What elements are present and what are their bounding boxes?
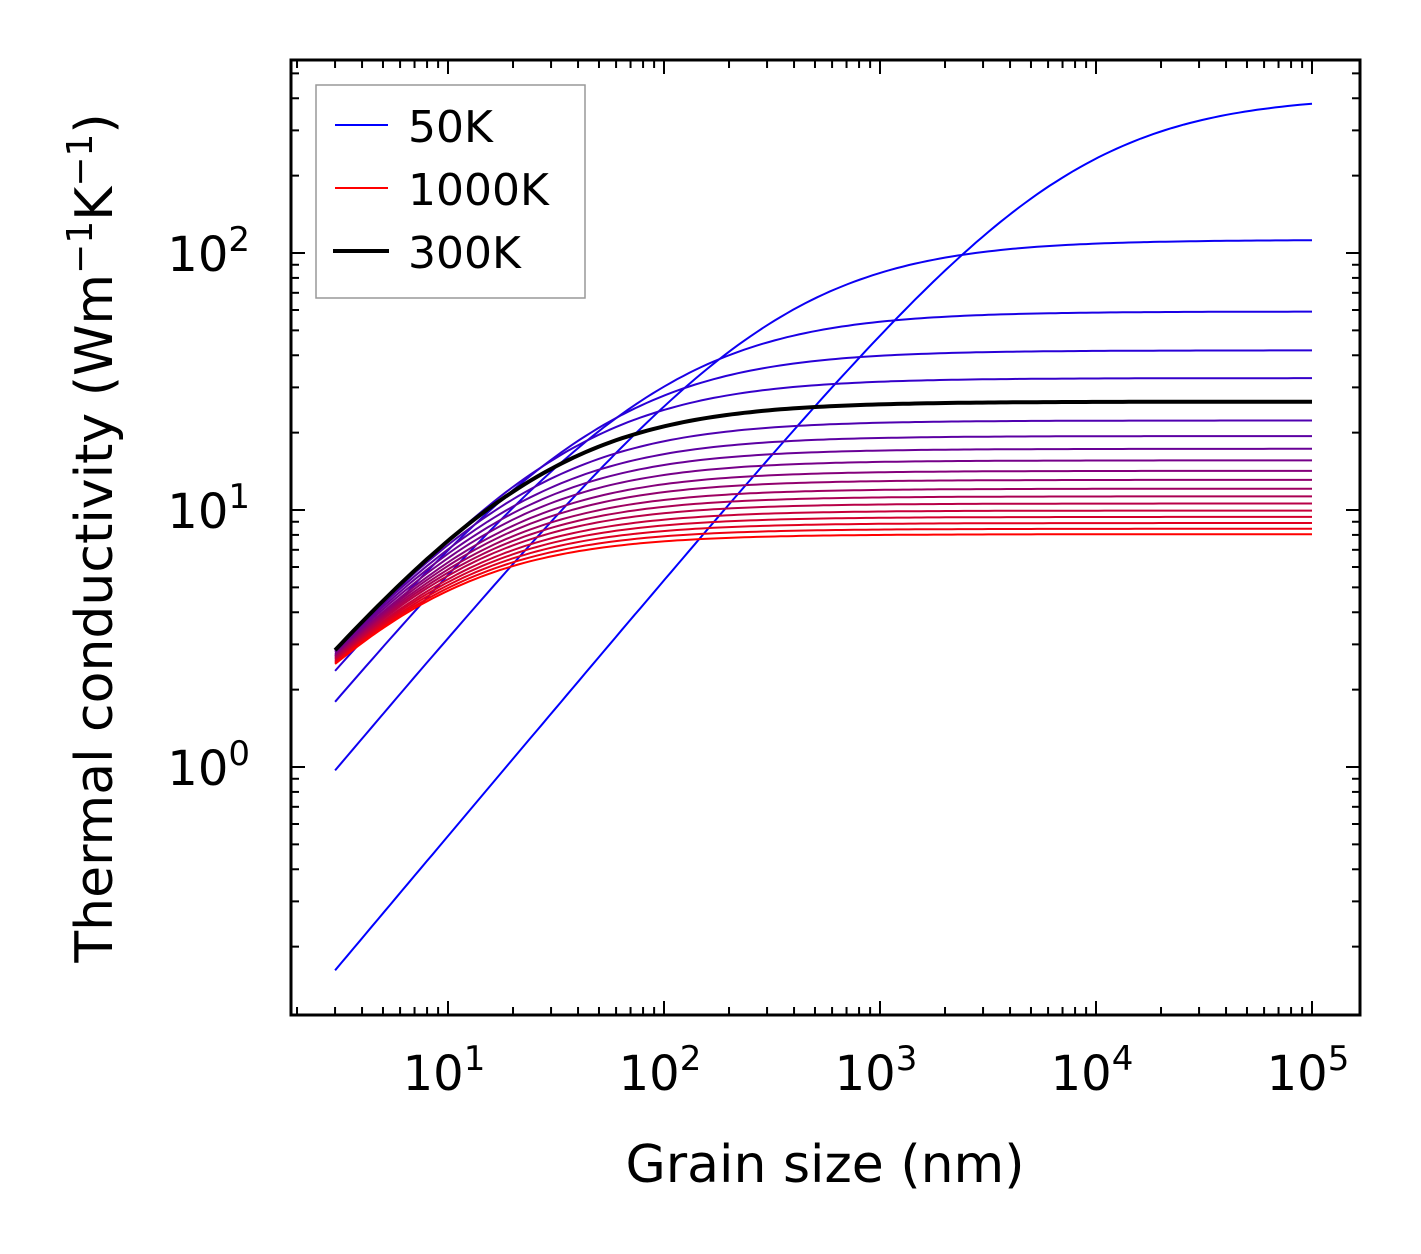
series-line-150k [334,310,1312,703]
series-line-250k [334,377,1312,657]
y-tick-label-exp: 1 [228,477,250,517]
y-axis-label-sup1: −1 [60,221,101,274]
series-line-900k [334,522,1312,664]
y-tick-label-exp: 0 [228,734,250,774]
y-tick-label-exp: 2 [228,220,250,260]
x-tick-label-exp: 2 [680,1039,702,1079]
x-tick-label-exp: 5 [1328,1039,1350,1079]
x-tick-label: 102 [619,1039,702,1102]
series-line-600k [334,478,1312,658]
x-tick-label: 103 [835,1039,918,1102]
x-tick-labels: 101 102 103 104 105 [403,1039,1350,1102]
legend-box [315,84,586,299]
series-line-550k [334,469,1312,657]
legend-label-50k: 50K [408,102,494,153]
series-line-1000k [334,533,1312,665]
x-tick-label-base: 10 [1267,1046,1328,1102]
y-tick-label: 100 [167,734,250,797]
series-line-800k [334,509,1312,662]
series-line-850k [334,515,1312,663]
y-tick-label: 101 [167,477,250,540]
series-line-350k [334,419,1312,651]
x-tick-label: 105 [1267,1039,1350,1102]
y-tick-label-base: 10 [167,484,228,540]
y-axis-label-sup2: −1 [60,134,101,187]
legend-label-300k: 300K [408,228,522,279]
y-tick-label-base: 10 [167,741,228,797]
series-line-50k [334,102,1313,971]
y-axis-label-base: Thermal conductivity (Wm [65,274,125,964]
y-axis-label-mid: K [65,185,125,221]
plot-frame [289,58,1362,1017]
x-tick-label-base: 10 [835,1046,896,1102]
legend-label-1000k: 1000K [408,165,550,216]
legend: 50K 1000K 300K [315,84,586,299]
x-tick-label-base: 10 [619,1046,680,1102]
x-tick-label-exp: 1 [464,1039,486,1079]
x-tick-label-exp: 3 [896,1039,918,1079]
x-tick-label-exp: 4 [1112,1039,1134,1079]
y-tick-label-base: 10 [167,227,228,283]
y-axis-label-end: ) [65,113,125,133]
series-line-950k [334,527,1312,664]
x-tick-label-base: 10 [1051,1046,1112,1102]
series-line-500k [334,459,1312,655]
series-line-750k [334,502,1312,660]
series-line-100k [334,239,1313,772]
x-tick-label: 101 [403,1039,486,1102]
curves-group [333,102,1313,971]
x-tick-label-base: 10 [403,1046,464,1102]
y-axis-label: Thermal conductivity (Wm−1K−1) [60,113,125,963]
series-line-650k [334,487,1312,659]
x-tick-label: 104 [1051,1039,1134,1102]
series-line-450k [334,447,1312,654]
series-line-400k [334,435,1312,652]
series-line-300k [333,399,1312,652]
y-tick-label: 102 [167,220,250,283]
x-axis-label: Grain size (nm) [625,1135,1024,1195]
series-line-700k [334,495,1312,660]
